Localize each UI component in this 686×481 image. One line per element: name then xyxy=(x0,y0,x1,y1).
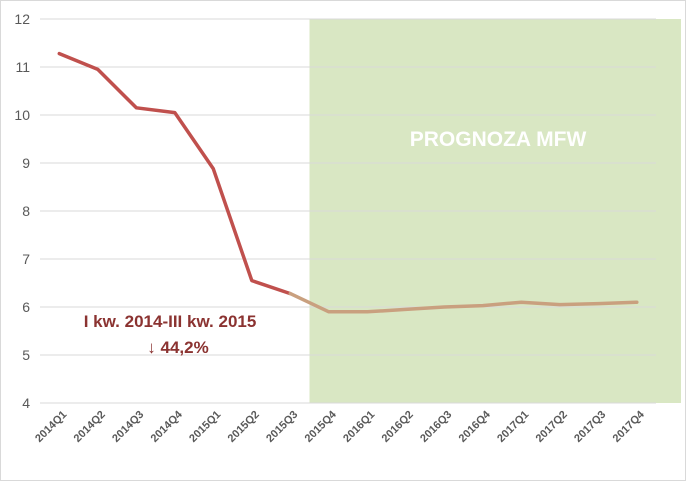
data-point-forecast xyxy=(635,300,639,304)
x-tick-label: 2014Q1 xyxy=(33,409,69,445)
x-tick-label: 2017Q1 xyxy=(495,409,531,445)
data-point-historical xyxy=(250,279,254,283)
data-point-forecast xyxy=(365,310,369,314)
x-tick-label: 2014Q3 xyxy=(110,409,146,445)
data-point-forecast xyxy=(519,300,523,304)
y-tick-label: 10 xyxy=(14,107,30,123)
x-axis-ticks: 2014Q1 2014Q2 2014Q3 2014Q4 2015Q1 2015Q2 2015… xyxy=(33,408,647,445)
data-point-historical xyxy=(173,111,177,115)
x-tick-label: 2016Q3 xyxy=(418,409,454,445)
data-point-historical xyxy=(211,167,215,171)
y-tick-label: 6 xyxy=(22,299,30,315)
x-tick-label: 2015Q3 xyxy=(264,409,300,445)
data-point-historical xyxy=(134,106,138,110)
y-tick-label: 5 xyxy=(22,347,30,363)
y-tick-label: 9 xyxy=(22,155,30,171)
annotation-period: I kw. 2014-III kw. 2015 xyxy=(84,312,257,331)
x-tick-label: 2015Q2 xyxy=(226,409,262,445)
x-tick-label: 2014Q4 xyxy=(149,408,186,445)
data-point-historical xyxy=(57,52,61,56)
y-axis-ticks: 4 5 6 7 8 9 10 11 12 xyxy=(14,11,30,411)
forecast-label: PROGNOZA MFW xyxy=(410,128,587,151)
y-tick-label: 12 xyxy=(14,11,30,27)
x-tick-label: 2014Q2 xyxy=(72,409,108,445)
data-point-forecast xyxy=(288,292,292,296)
series-line-historical xyxy=(57,51,293,296)
gridlines xyxy=(40,18,656,356)
x-tick-label: 2016Q2 xyxy=(380,409,416,445)
data-point-forecast xyxy=(596,302,600,306)
data-point-forecast xyxy=(327,310,331,314)
x-tick-label: 2015Q4 xyxy=(303,408,340,445)
x-tick-label: 2017Q3 xyxy=(572,409,608,445)
y-tick-label: 7 xyxy=(22,251,30,267)
data-point-historical xyxy=(96,67,100,71)
annotation-change: ↓ 44,2% xyxy=(147,338,208,357)
y-tick-label: 4 xyxy=(22,395,30,411)
data-point-forecast xyxy=(481,304,485,308)
x-tick-label: 2016Q4 xyxy=(457,408,494,445)
x-tick-label: 2017Q2 xyxy=(534,409,570,445)
y-tick-label: 11 xyxy=(15,59,30,75)
data-point-forecast xyxy=(404,307,408,311)
data-point-forecast xyxy=(442,305,446,309)
x-tick-label: 2015Q1 xyxy=(187,409,223,445)
x-tick-label: 2017Q4 xyxy=(611,408,648,445)
series-line-forecast xyxy=(288,291,639,314)
series-lines xyxy=(57,51,639,314)
y-tick-label: 8 xyxy=(22,203,30,219)
x-tick-label: 2016Q1 xyxy=(341,409,377,445)
data-point-forecast xyxy=(558,303,562,307)
